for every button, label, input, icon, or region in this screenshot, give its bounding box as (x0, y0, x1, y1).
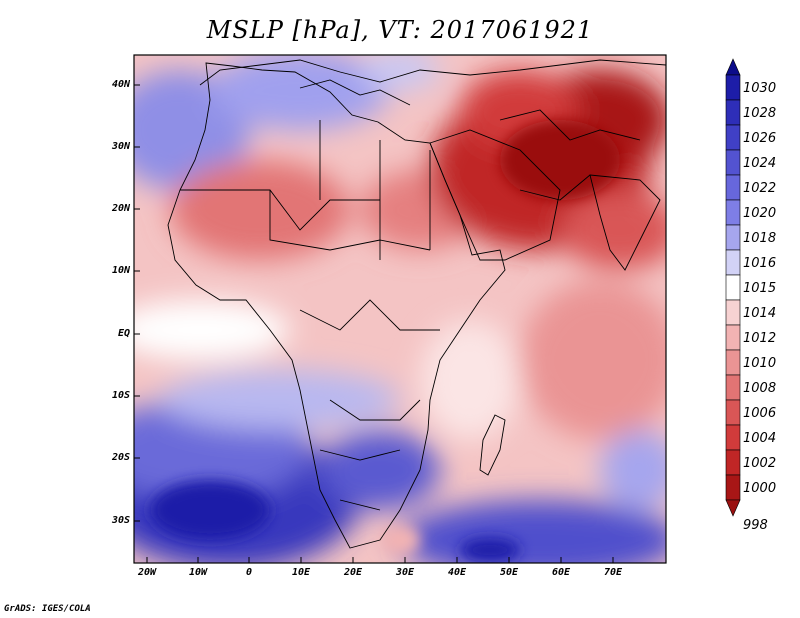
plot-frame (133, 54, 667, 564)
colorbar-segment (725, 474, 741, 501)
colorbar-label: 1010 (743, 356, 777, 371)
lon-tick-label: 60E (551, 567, 571, 578)
map-title: MSLP [hPa], VT: 2017061921 (206, 16, 594, 44)
colorbar-segment (725, 374, 741, 401)
colorbar-bottom-arrow (725, 499, 741, 517)
lat-tick-label: 20S (111, 452, 130, 463)
lat-tick-label: 20N (111, 203, 130, 214)
colorbar-segment (725, 399, 741, 426)
colorbar-segment (725, 174, 741, 201)
colorbar-label: 1004 (743, 431, 777, 446)
colorbar-label: 1008 (743, 381, 777, 396)
colorbar-segment (725, 124, 741, 151)
coastlines (167, 59, 666, 549)
lat-tick-label: 40N (111, 79, 130, 90)
colorbar-label: 1000 (743, 481, 777, 496)
colorbar-segment (725, 424, 741, 451)
colorbar-label: 1014 (743, 306, 777, 321)
lat-tick-label: 10S (111, 390, 130, 401)
lon-tick-label: 20W (137, 567, 157, 578)
colorbar-label: 1022 (743, 181, 777, 196)
colorbar-segment (725, 249, 741, 276)
pressure-field (134, 55, 666, 563)
colorbar (725, 58, 741, 517)
colorbar-label: 1030 (743, 81, 777, 96)
colorbar-segment (725, 449, 741, 476)
lat-tick-label: EQ (117, 328, 130, 339)
colorbar-label: 1002 (743, 456, 777, 471)
lon-tick-label: 50E (499, 567, 519, 578)
lat-tick-label: 30S (111, 515, 130, 526)
colorbar-segment (725, 349, 741, 376)
lon-tick-label: 20E (343, 567, 363, 578)
colorbar-label: 1012 (743, 331, 777, 346)
credit-text: GrADS: IGES/COLA (4, 604, 91, 614)
colorbar-label: 1020 (743, 206, 777, 221)
lat-tick-label: 30N (111, 141, 130, 152)
colorbar-segment (725, 274, 741, 301)
lon-tick-label: 30E (395, 567, 415, 578)
colorbar-segment (725, 149, 741, 176)
colorbar-segment (725, 74, 741, 101)
lon-tick-label: 10W (188, 567, 208, 578)
colorbar-segment (725, 224, 741, 251)
colorbar-segment (725, 99, 741, 126)
lon-tick-label: 0 (245, 567, 253, 578)
colorbar-label: 1006 (743, 406, 777, 421)
axis-ticks (134, 84, 614, 563)
colorbar-label: 1015 (743, 281, 777, 296)
lat-tick-label: 10N (111, 265, 130, 276)
colorbar-top-arrow (725, 58, 741, 76)
lon-tick-label: 40E (447, 567, 467, 578)
lon-tick-label: 70E (603, 567, 623, 578)
colorbar-segment (725, 324, 741, 351)
colorbar-label: 1028 (743, 106, 777, 121)
colorbar-segment (725, 299, 741, 326)
colorbar-label: 998 (743, 518, 768, 533)
colorbar-label: 1018 (743, 231, 777, 246)
colorbar-label: 1026 (743, 131, 777, 146)
colorbar-label: 1024 (743, 156, 777, 171)
colorbar-segment (725, 199, 741, 226)
lon-tick-label: 10E (291, 567, 311, 578)
colorbar-label: 1016 (743, 256, 777, 271)
